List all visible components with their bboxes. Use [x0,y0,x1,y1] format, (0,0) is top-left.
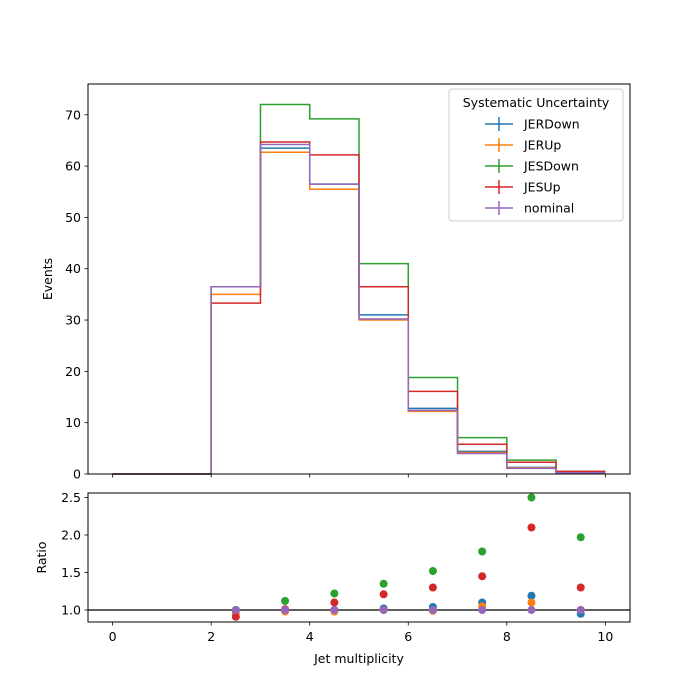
ratio-point-nominal [379,606,388,614]
ratio-point-jesdown [576,533,585,542]
main-y-tick-label: 70 [65,107,81,122]
ratio-point-jesup [527,523,536,532]
main-y-tick-label: 20 [65,364,81,379]
ratio-point-nominal [330,606,339,614]
ratio-y-tick-label: 1.0 [61,603,81,618]
main-y-tick-label: 0 [73,467,81,482]
legend-entry-jerup: JERUp [523,138,561,153]
ratio-y-tick-label: 2.0 [61,528,81,543]
ratio-point-jesup [576,583,585,592]
legend-entry-nominal: nominal [524,201,574,216]
main-y-tick-label: 60 [65,159,81,174]
legend-title: Systematic Uncertainty [463,95,610,110]
ratio-point-nominal [576,606,585,614]
ratio-y-tick-label: 2.5 [61,490,81,505]
ratio-x-axis-label: Jet multiplicity [313,651,404,666]
ratio-x-tick-label: 8 [503,629,511,644]
ratio-point-jesup [330,598,339,607]
ratio-point-nominal [428,606,437,614]
ratio-panel: 1.0 1.5 2.0 2.5 0 2 4 6 8 10 Jet multiplicity Ratio [34,490,631,666]
ratio-point-jerup [527,598,536,607]
ratio-plot-frame [87,492,631,623]
ratio-point-nominal [478,606,487,614]
ratio-point-jesdown [428,567,437,575]
ratio-point-jesup [379,590,388,599]
main-plot-frame [87,83,631,475]
main-y-axis-label: Events [40,258,55,300]
ratio-point-jesdown [330,589,339,598]
ratio-point-jesdown [478,547,487,556]
ratio-x-tick-label: 6 [404,629,412,644]
legend-box [448,88,624,222]
ratio-point-nominal [231,606,240,614]
ratio-point-jesup [478,572,487,581]
ratio-point-jesup [428,583,437,592]
main-y-tick-label: 40 [65,261,81,276]
step-line-nominal [112,143,606,475]
ratio-x-tick-label: 4 [306,629,314,644]
main-y-tick-label: 50 [65,210,81,225]
ratio-point-jesup [231,612,240,621]
ratio-point-jesdown [379,579,388,588]
ratio-point-nominal [527,606,536,614]
ratio-x-tick-label: 10 [597,629,613,644]
ratio-point-jesdown [527,493,536,502]
legend-entry-jesup: JESUp [523,180,561,195]
legend-entry-jesdown: JESDown [523,159,579,174]
ratio-x-tick-label: 0 [109,629,117,644]
ratio-point-nominal [281,606,290,614]
ratio-point-jerdown [527,591,536,600]
main-panel: 0 10 20 30 40 50 60 70 Events [40,83,631,482]
main-y-tick-label: 10 [65,415,81,430]
ratio-x-tick-label: 2 [207,629,215,644]
ratio-y-axis-label: Ratio [34,541,49,573]
legend-entry-jerdown: JERDown [523,117,580,132]
ratio-y-tick-label: 1.5 [61,565,81,580]
ratio-point-jesdown [281,597,290,605]
main-y-tick-label: 30 [65,313,81,328]
legend: Systematic Uncertainty JERDown JERUp JESDow… [448,88,624,222]
